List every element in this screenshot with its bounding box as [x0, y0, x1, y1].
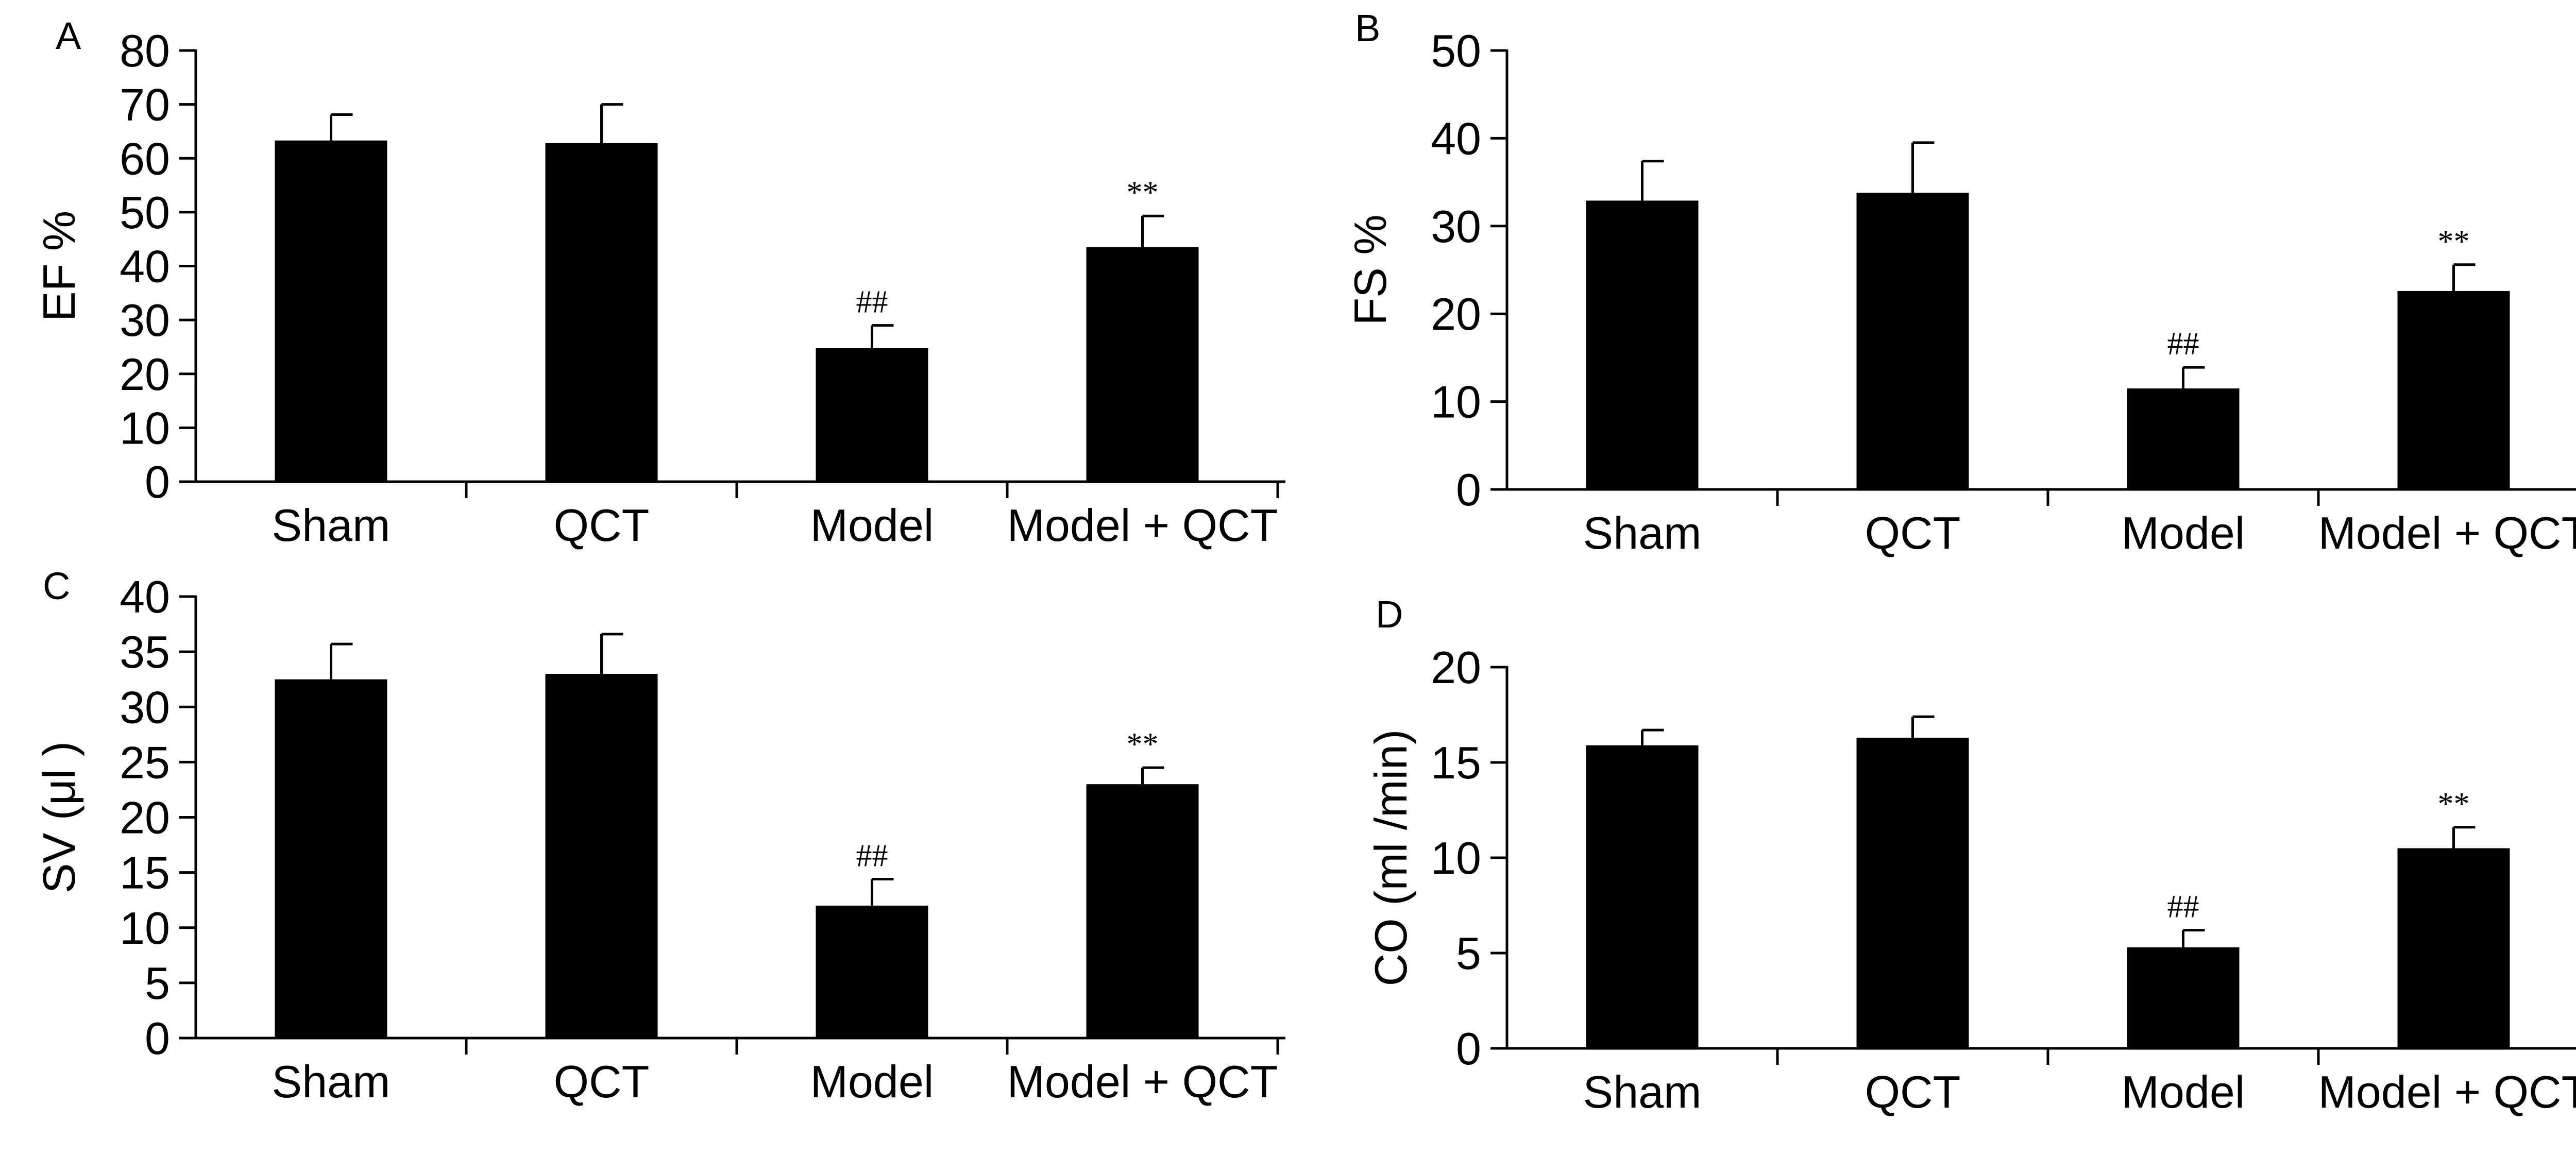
- error-bar: [330, 113, 353, 141]
- bar-model-qct: [1086, 784, 1199, 1038]
- bar-qct: [545, 673, 658, 1038]
- error-bar: [330, 642, 353, 680]
- y-tick-label: 0: [1456, 464, 1481, 515]
- y-tick-label: 15: [120, 847, 170, 898]
- significance-mark: **: [1127, 175, 1159, 210]
- y-tick-label: 10: [120, 402, 170, 453]
- y-tick-label: 70: [120, 79, 170, 130]
- y-tick-label: 20: [120, 792, 170, 843]
- significance-mark: ##: [856, 285, 888, 320]
- y-tick-label: 10: [1431, 833, 1481, 884]
- x-category-label: QCT: [554, 1056, 650, 1107]
- y-tick-label: 15: [1431, 737, 1481, 788]
- significance-mark: **: [2438, 787, 2470, 822]
- error-bar: [2452, 826, 2476, 848]
- bar-sham: [1586, 745, 1699, 1048]
- x-category-label: Sham: [1583, 1066, 1702, 1117]
- significance-mark: ##: [2167, 327, 2199, 362]
- y-tick-label: 40: [120, 241, 170, 292]
- y-tick-label: 0: [145, 456, 170, 507]
- y-axis-title: SV (μl ): [33, 741, 84, 893]
- bar-sham: [275, 679, 387, 1038]
- error-bar: [1911, 715, 1935, 738]
- y-tick-label: 20: [1431, 642, 1481, 693]
- x-category-label: QCT: [554, 500, 650, 551]
- y-tick-label: 0: [1456, 1023, 1481, 1074]
- x-category-label: Sham: [1583, 507, 1702, 558]
- bar-model: [816, 348, 928, 482]
- panel-letter: D: [1376, 593, 1403, 636]
- x-category-label: Sham: [272, 1056, 391, 1107]
- significance-mark: ##: [2167, 890, 2199, 925]
- panel-letter: B: [1355, 7, 1380, 49]
- y-tick-label: 20: [1431, 288, 1481, 339]
- x-category-label: Model + QCT: [2318, 1066, 2576, 1117]
- y-tick-label: 30: [1431, 201, 1481, 252]
- y-axis-title: EF %: [33, 211, 84, 321]
- error-bar: [2452, 263, 2476, 291]
- x-category-label: QCT: [1865, 1066, 1961, 1117]
- y-tick-label: 25: [120, 737, 170, 788]
- y-tick-label: 0: [145, 1013, 170, 1064]
- y-tick-label: 10: [1431, 377, 1481, 428]
- y-axis-title: CO (ml /min): [1365, 729, 1416, 987]
- error-bar: [1641, 728, 1664, 745]
- y-tick-label: 10: [120, 903, 170, 954]
- x-category-label: Model: [2122, 507, 2245, 558]
- error-bar: [1641, 160, 1664, 201]
- y-tick-label: 40: [1431, 113, 1481, 164]
- y-tick-label: 30: [120, 682, 170, 733]
- bar-qct: [1856, 737, 1969, 1048]
- panel-d: D CO (ml /min) 0 5 10 15 20 Sham QCT ## Model ** Mod…: [1365, 593, 2576, 1117]
- bar-model: [816, 905, 928, 1038]
- x-category-label: QCT: [1865, 507, 1961, 558]
- y-tick-label: 20: [120, 349, 170, 400]
- y-tick-label: 35: [120, 626, 170, 677]
- panel-letter: C: [43, 565, 70, 607]
- error-bar: [2182, 366, 2205, 389]
- y-tick-label: 5: [145, 958, 170, 1009]
- error-bar: [600, 633, 623, 674]
- bar-model: [2127, 947, 2240, 1048]
- bar-model-qct: [1086, 247, 1199, 482]
- y-tick-label: 30: [120, 295, 170, 346]
- error-bar: [600, 103, 623, 143]
- y-tick-label: 50: [1431, 25, 1481, 76]
- bar-qct: [545, 143, 658, 482]
- bar-model: [2127, 388, 2240, 489]
- error-bar: [871, 324, 894, 348]
- error-bar: [871, 877, 894, 906]
- bar-model-qct: [2397, 291, 2510, 489]
- bar-sham: [275, 140, 387, 482]
- error-bar: [1141, 766, 1164, 785]
- x-category-label: Model + QCT: [1007, 1056, 1278, 1107]
- y-tick-label: 60: [120, 133, 170, 184]
- error-bar: [2182, 929, 2205, 947]
- x-category-label: Model: [2122, 1066, 2245, 1117]
- y-tick-label: 80: [120, 25, 170, 76]
- y-tick-label: 5: [1456, 928, 1481, 979]
- significance-mark: **: [1127, 727, 1159, 762]
- x-category-label: Sham: [272, 500, 391, 551]
- significance-mark: ##: [856, 838, 888, 873]
- error-bar: [1141, 214, 1164, 247]
- bar-sham: [1586, 200, 1699, 489]
- y-tick-label: 50: [120, 187, 170, 238]
- significance-mark: **: [2438, 224, 2470, 259]
- y-axis-title: FS %: [1345, 214, 1396, 325]
- panel-letter: A: [56, 14, 81, 57]
- x-category-label: Model + QCT: [1007, 500, 1278, 551]
- panel-b: B FS % 0 10 20 30 40 50 Sham QCT ## Model ** Model + …: [1345, 7, 2576, 558]
- x-category-label: Model: [810, 500, 934, 551]
- bar-qct: [1856, 193, 1969, 490]
- bar-model-qct: [2397, 848, 2510, 1048]
- y-tick-label: 40: [120, 571, 170, 622]
- error-bar: [1911, 141, 1935, 193]
- x-category-label: Model + QCT: [2318, 507, 2576, 558]
- x-category-label: Model: [810, 1056, 934, 1107]
